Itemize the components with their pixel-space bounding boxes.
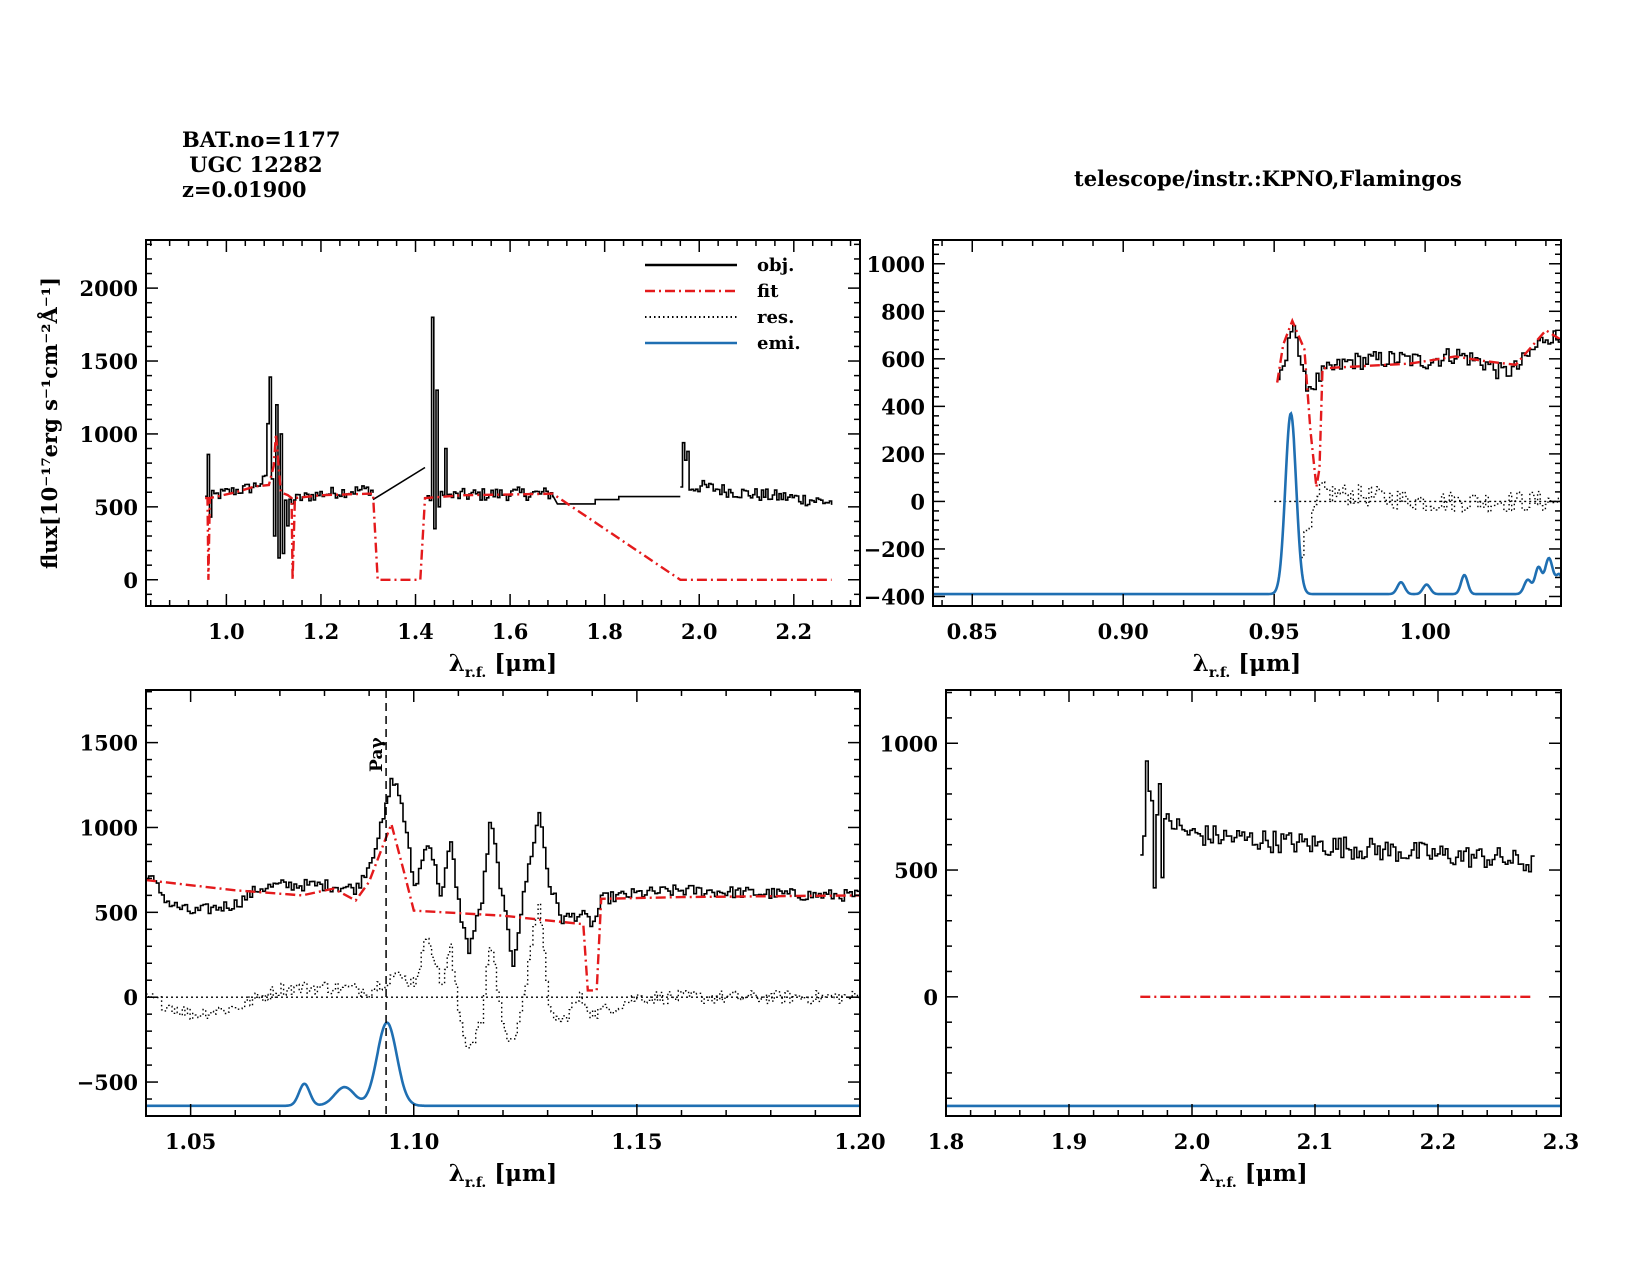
plot-area <box>933 317 1561 596</box>
y-tick-label: 0 <box>123 568 138 593</box>
plot-area <box>946 760 1561 1108</box>
y-tick-label: 1500 <box>80 731 138 756</box>
x-tick-label: 2.2 <box>1420 1129 1457 1154</box>
x-tick-label: 1.2 <box>303 619 340 644</box>
y-tick-label: 1000 <box>80 815 138 840</box>
y-tick-label: 600 <box>881 347 925 372</box>
x-tick-label: 1.15 <box>611 1129 662 1154</box>
plot-frame <box>945 689 1562 1117</box>
y-tick-label: 0 <box>123 985 138 1010</box>
x-tick-label: 1.10 <box>388 1129 439 1154</box>
x-axis-label: λr.f. [μm] <box>449 1160 557 1191</box>
series-emi <box>146 1021 860 1108</box>
object-name: UGC 12282 <box>182 152 323 177</box>
x-tick-label: 1.05 <box>165 1129 216 1154</box>
x-tick-label: 0.95 <box>1249 619 1300 644</box>
series-obj-segment <box>680 441 833 507</box>
plot-frame <box>932 239 1562 607</box>
panel-zoom_095: 0.85 0.90 0.95 1.00 −400 −200 0 200 400 600 800 100… <box>864 239 1562 681</box>
plot-frame <box>145 689 861 1117</box>
legend-label: emi. <box>757 333 801 354</box>
x-tick-label: 2.2 <box>776 619 813 644</box>
x-tick-label: 1.20 <box>834 1129 885 1154</box>
x-tick-label: 1.00 <box>1400 619 1451 644</box>
pa-gamma-label: Paγ <box>367 737 387 772</box>
legend-label: obj. <box>757 255 794 276</box>
x-tick-label: 1.8 <box>928 1129 965 1154</box>
y-tick-label: 1500 <box>80 349 138 374</box>
x-tick-label: 2.3 <box>1543 1129 1580 1154</box>
y-tick-label: −500 <box>77 1070 138 1095</box>
y-tick-label: 0 <box>923 985 938 1010</box>
series-fit <box>205 433 832 581</box>
series-obj <box>1277 324 1561 392</box>
plot-area <box>205 316 833 581</box>
y-axis-label: flux[10⁻¹⁷erg s⁻¹cm⁻²Å⁻¹] <box>37 277 62 569</box>
series-obj <box>146 777 860 967</box>
x-tick-label: 1.4 <box>397 619 434 644</box>
y-tick-label: −400 <box>864 584 925 609</box>
y-tick-label: 500 <box>94 495 138 520</box>
y-tick-label: 0 <box>910 489 925 514</box>
y-tick-label: 1000 <box>880 731 938 756</box>
legend: obj. fit res. emi. <box>645 255 801 354</box>
y-tick-label: 400 <box>881 394 925 419</box>
x-tick-label: 1.0 <box>208 619 245 644</box>
series-obj-segment <box>205 376 374 559</box>
series-obj <box>1140 760 1535 889</box>
series-emi <box>933 411 1561 596</box>
panel-zoom_210: 1.8 1.9 2.0 2.1 2.2 2.3 0 500 1000 λr.f. [μm] <box>880 689 1580 1191</box>
series-obj-segment <box>551 494 681 505</box>
x-tick-label: 2.0 <box>1174 1129 1211 1154</box>
series-res <box>1301 481 1561 559</box>
x-axis-label: λr.f. [μm] <box>1199 1160 1307 1191</box>
series-obj-segment <box>372 466 426 501</box>
plot-frame <box>145 239 861 607</box>
x-axis-label: λr.f. [μm] <box>1193 650 1301 681</box>
x-tick-label: 2.1 <box>1297 1129 1334 1154</box>
x-tick-label: 1.8 <box>586 619 623 644</box>
legend-label: fit <box>757 281 779 302</box>
bat-number: BAT.no=1177 <box>182 127 341 152</box>
x-tick-label: 1.6 <box>492 619 529 644</box>
panel-zoom_110: Paγ 1.05 1.10 1.15 1.20 −500 0 500 1000 1500 λr.f.… <box>77 689 886 1191</box>
y-tick-label: −200 <box>864 537 925 562</box>
y-tick-label: 1000 <box>80 422 138 447</box>
legend-label: res. <box>757 307 794 328</box>
y-tick-label: 500 <box>894 858 938 883</box>
x-tick-label: 0.90 <box>1098 619 1149 644</box>
series-res <box>146 902 860 1049</box>
x-tick-label: 0.85 <box>947 619 998 644</box>
y-tick-label: 500 <box>94 900 138 925</box>
telescope-instrument: telescope/instr.:KPNO,Flamingos <box>1074 166 1462 191</box>
x-tick-label: 1.9 <box>1051 1129 1088 1154</box>
x-tick-label: 2.0 <box>681 619 718 644</box>
y-tick-label: 2000 <box>80 276 138 301</box>
y-tick-label: 800 <box>881 299 925 324</box>
y-tick-label: 1000 <box>867 252 925 277</box>
series-fit <box>146 820 860 992</box>
y-tick-label: 200 <box>881 442 925 467</box>
plot-area <box>146 777 860 1108</box>
panel-full: 1.0 1.2 1.4 1.6 1.8 2.0 2.2 0 500 1000 1500 2000 λr.… <box>80 239 861 681</box>
series-fit <box>1276 317 1561 488</box>
redshift: z=0.01900 <box>182 177 307 202</box>
x-axis-label: λr.f. [μm] <box>449 650 557 681</box>
